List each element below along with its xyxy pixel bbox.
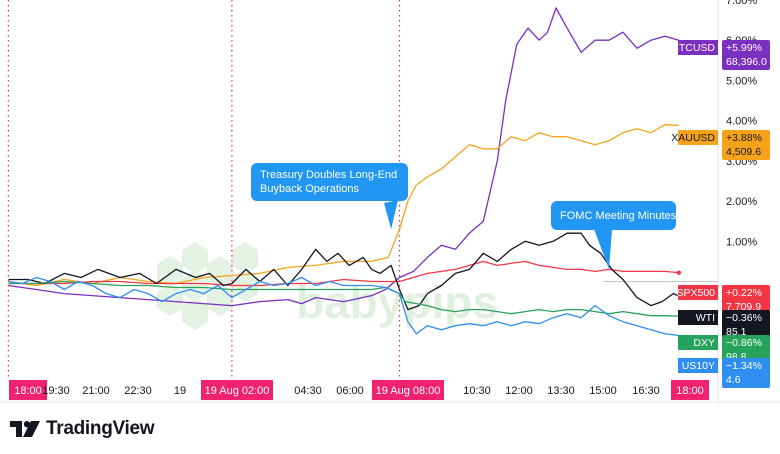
y-tick-label: 7.00%	[726, 0, 757, 7]
price-label-price-us10y: 4.6	[726, 374, 741, 386]
series-line-spx500	[8, 260, 679, 287]
price-label-change-spx500: +0.22%	[726, 287, 762, 299]
price-label-name-box-dxy	[678, 335, 718, 350]
callout-text: FOMC Meeting Minutes	[560, 210, 677, 222]
price-label-box-btcusd	[722, 40, 770, 70]
callout-text: Treasury Doubles Long-End	[260, 169, 397, 181]
watermark-hexagon	[232, 242, 258, 274]
price-label-change-dxy: −0.86%	[726, 337, 762, 349]
price-label-box-wti	[722, 310, 770, 340]
price-label-change-us10y: −1.34%	[726, 360, 762, 372]
y-tick-label: 4.00%	[726, 116, 757, 128]
watermark-hexagon	[182, 242, 208, 274]
spx500-last-point	[676, 270, 682, 275]
price-label-box-dxy	[722, 335, 770, 365]
price-label-name-box-us10y	[678, 358, 718, 373]
watermark-hexagon	[157, 284, 183, 316]
watermark-text: babypips	[296, 276, 498, 328]
price-label-name-box-spx500	[678, 285, 718, 300]
price-label-box-spx500	[722, 285, 770, 315]
watermark-logo	[157, 242, 258, 330]
price-label-change-xauusd: +3.88%	[726, 132, 762, 144]
footer-brand: TradingView	[46, 418, 155, 439]
watermark-hexagon	[157, 256, 183, 288]
x-tick-label: 12:00	[505, 385, 533, 397]
x-tick-highlight	[201, 380, 273, 400]
y-tick-label: 1.00%	[726, 236, 757, 248]
price-label-box-us10y	[722, 358, 770, 388]
x-tick-highlight	[671, 380, 709, 400]
y-tick-label: 2.00%	[726, 196, 757, 208]
price-label-name-box-wti	[678, 310, 718, 325]
price-label-name-btcusd: BTCUSD	[672, 42, 716, 54]
footer: TradingView	[10, 417, 155, 441]
callout-pointer	[384, 200, 398, 230]
x-tick-label: 19:30	[42, 385, 70, 397]
x-tick-label: 19 Aug 02:00	[205, 385, 270, 397]
x-tick-label: 21:00	[82, 385, 110, 397]
x-tick-label: 18:00	[14, 385, 42, 397]
price-label-price-btcusd: 68,396.0	[726, 56, 767, 68]
callout-box	[551, 201, 676, 230]
price-label-name-wti: WTI	[696, 312, 715, 324]
price-label-price-xauusd: 4,509.6	[726, 146, 761, 158]
watermark-hexagon	[182, 298, 208, 330]
x-tick-highlight	[9, 380, 47, 400]
x-tick-label: 04:30	[294, 385, 322, 397]
price-label-box-xauusd	[722, 130, 770, 160]
series-line-btcusd	[8, 7, 680, 307]
price-label-change-btcusd: +5.99%	[726, 42, 762, 54]
x-tick-label: 19	[174, 385, 186, 397]
series-line-wti	[8, 232, 680, 311]
y-tick-label: 5.00%	[726, 75, 757, 87]
watermark-hexagon	[207, 256, 233, 288]
price-label-name-spx500: SPX500	[676, 287, 715, 299]
x-tick-label: 13:30	[547, 385, 575, 397]
series-line-us10y	[8, 276, 679, 337]
x-tick-label: 06:00	[336, 385, 364, 397]
x-tick-label: 19 Aug 08:00	[376, 385, 441, 397]
callout-text: Buyback Operations	[260, 183, 360, 195]
callout-pointer	[594, 229, 612, 270]
price-label-name-dxy: DXY	[693, 337, 715, 349]
price-label-name-box-xauusd	[678, 130, 718, 145]
watermark-hexagon	[207, 284, 233, 316]
x-tick-label: 10:30	[463, 385, 491, 397]
x-tick-highlight	[372, 380, 444, 400]
x-tick-label: 22:30	[124, 385, 152, 397]
x-tick-label: 15:00	[589, 385, 617, 397]
tradingview-logo-icon	[10, 421, 40, 437]
x-tick-label: 18:00	[676, 385, 704, 397]
price-label-name-xauusd: XAUUSD	[671, 132, 715, 144]
callout-box	[251, 163, 408, 201]
price-label-name-us10y: US10Y	[682, 360, 715, 372]
series-line-dxy	[8, 280, 679, 317]
x-tick-label: 16:30	[632, 385, 660, 397]
price-label-name-box-btcusd	[678, 40, 718, 55]
price-label-change-wti: −0.36%	[726, 312, 762, 324]
